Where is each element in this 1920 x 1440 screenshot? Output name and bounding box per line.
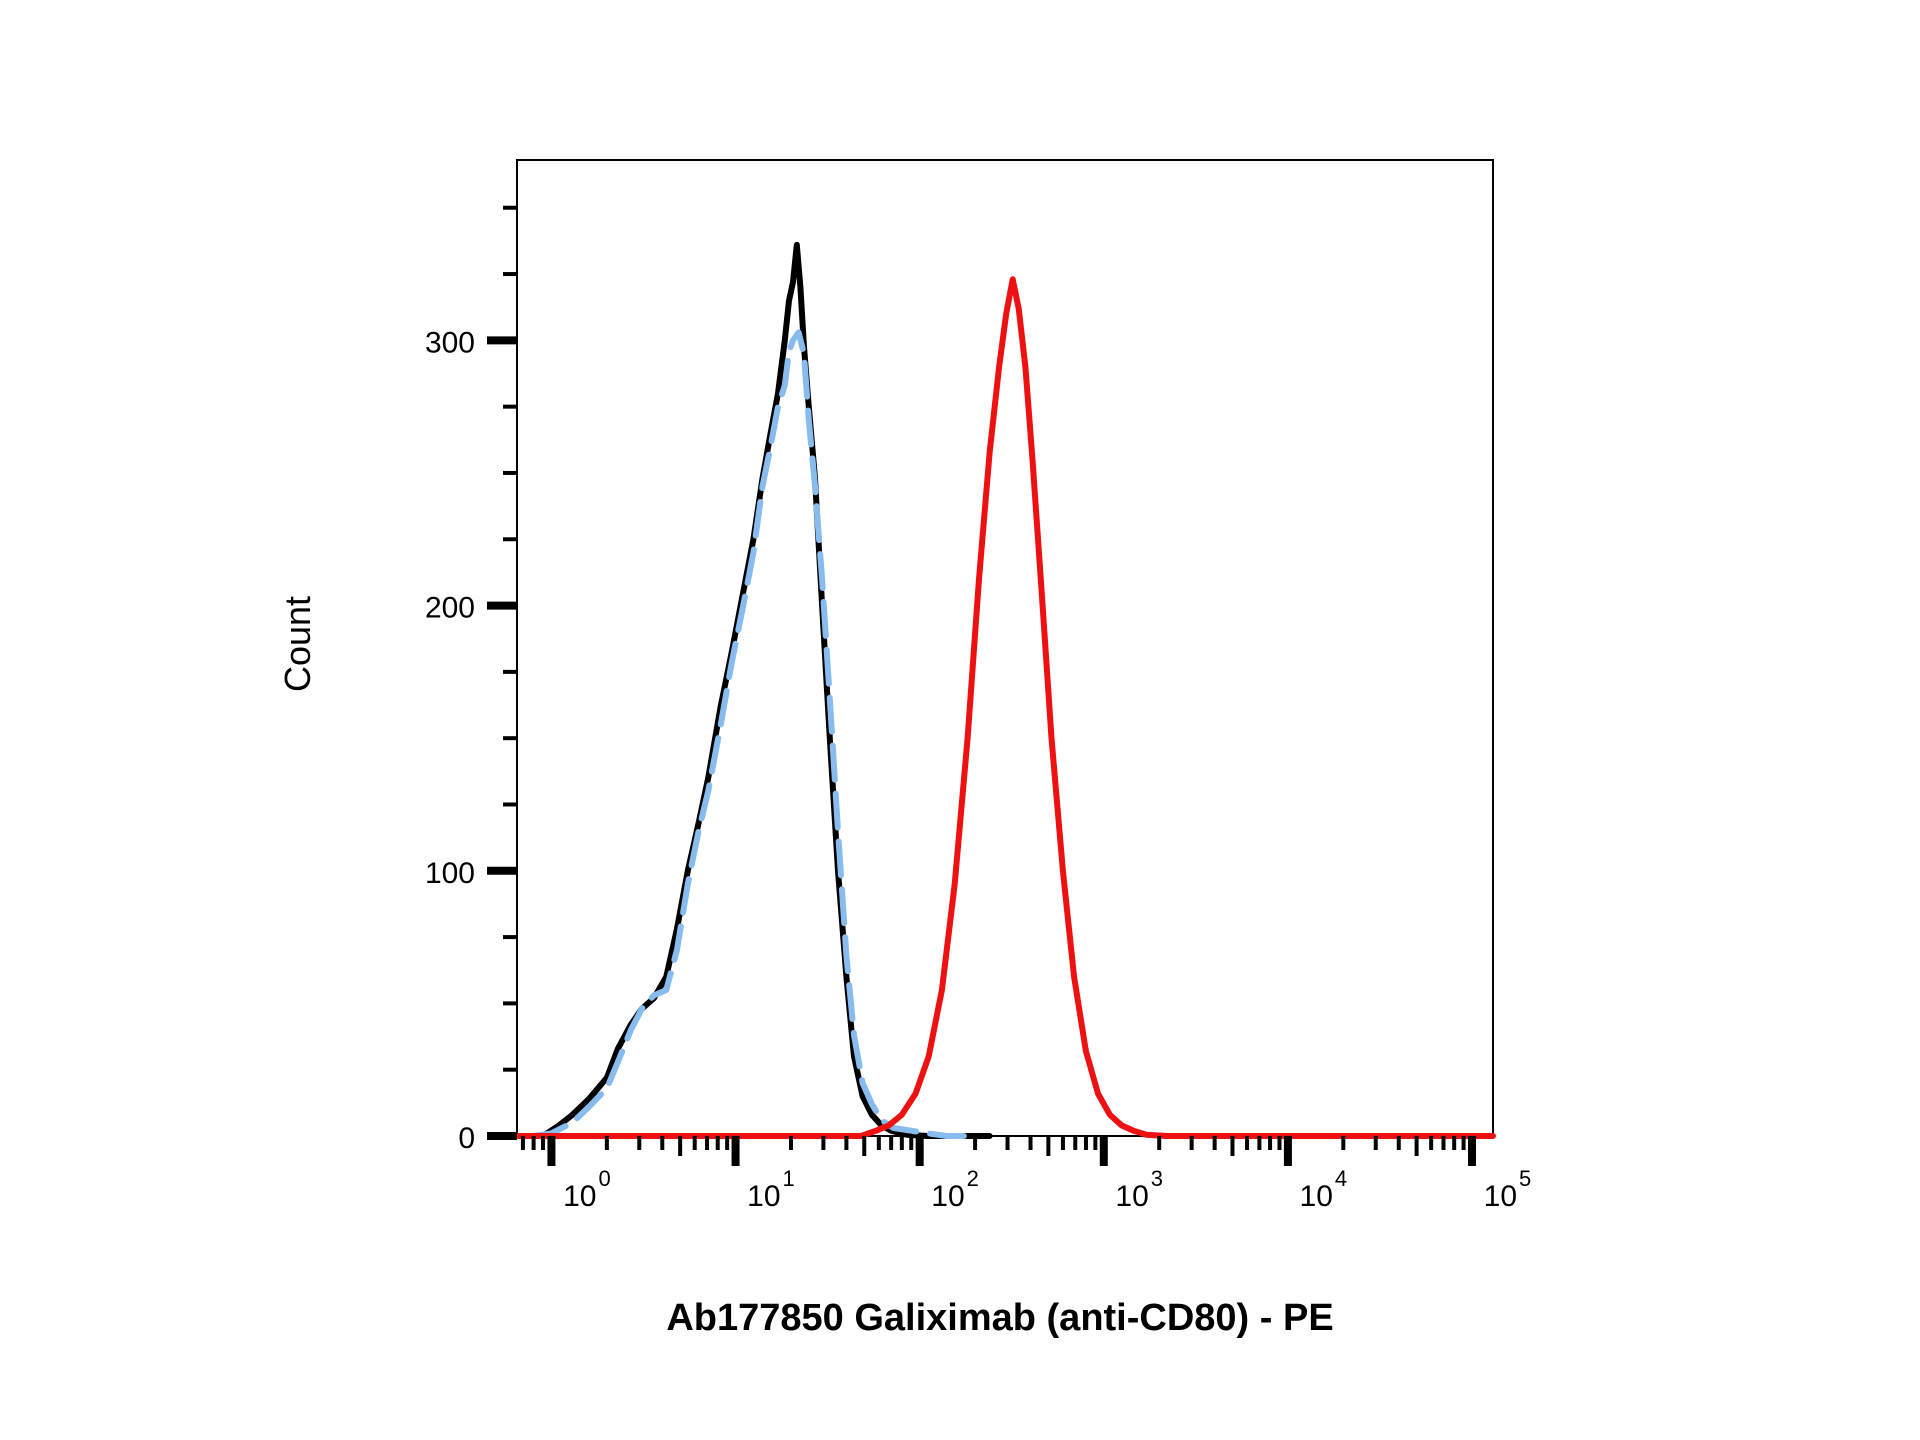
x-tick-label-exponent: 3 [1151,1166,1163,1191]
y-axis-title: Count [277,596,318,692]
x-tick-label-exponent: 5 [1519,1166,1531,1191]
x-tick-label-base: 10 [747,1180,780,1213]
y-tick-label: 200 [425,592,475,625]
series-layer [514,241,1496,1139]
y-tick-label: 0 [458,1122,475,1155]
y-axis: 0 100 200 300 [425,205,517,1155]
x-tick-label-exponent: 2 [967,1166,979,1191]
y-tick-label: 300 [425,326,475,359]
series-line-3 [514,276,1496,1139]
x-tick-label-base: 10 [931,1180,964,1213]
x-tick-label-base: 10 [1115,1180,1148,1213]
x-tick-label-exponent: 1 [783,1166,795,1191]
x-tick-label-exponent: 0 [598,1166,610,1191]
x-axis-title: Ab177850 Galiximab (anti-CD80) - PE [666,1297,1333,1339]
x-tick-label-base: 10 [1300,1180,1333,1213]
x-tick-label-base: 10 [563,1180,596,1213]
x-tick-label-base: 10 [1484,1180,1517,1213]
series-line-2 [530,329,970,1139]
plot-frame [516,159,1494,1137]
x-tick-label-exponent: 4 [1335,1166,1347,1191]
series-line-1 [519,241,993,1139]
y-tick-label: 100 [425,857,475,890]
